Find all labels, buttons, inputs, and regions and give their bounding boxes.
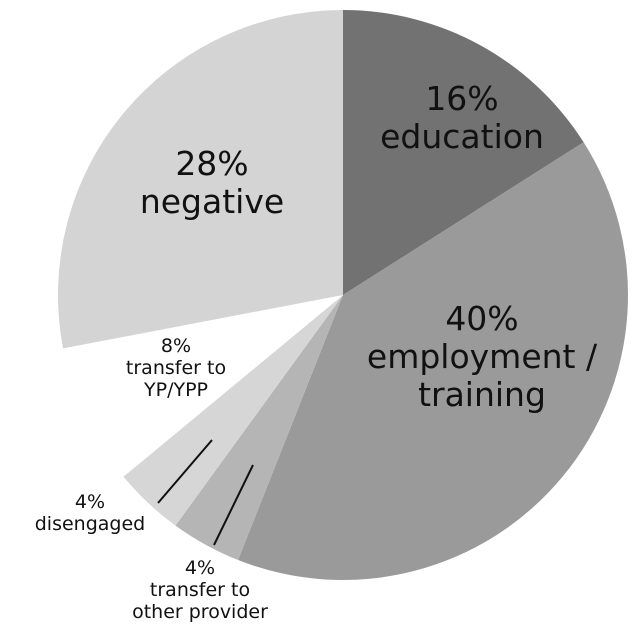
category-label: disengaged — [34, 512, 146, 535]
value-label: 8% — [160, 335, 192, 357]
value-label: 40% — [445, 299, 519, 338]
slice-label: 16% education — [352, 80, 572, 156]
pie-slice — [175, 295, 343, 560]
pie-slice — [57, 10, 343, 349]
category-label: education — [380, 116, 544, 156]
leader-line — [157, 439, 213, 504]
pie-slice — [63, 295, 344, 477]
value-label: 4% — [74, 491, 106, 513]
slices — [57, 10, 629, 580]
value-label: 28% — [175, 144, 249, 183]
slice-label: 4% disengaged — [20, 491, 160, 536]
category-label: employment / training — [366, 336, 598, 414]
slice-label: 28% negative — [112, 145, 312, 221]
leader-line — [213, 464, 254, 546]
pie-slice — [238, 142, 629, 580]
category-label: transfer to YP/YPP — [125, 356, 227, 401]
pie-slice — [343, 10, 584, 295]
value-label: 16% — [425, 79, 499, 118]
category-label: negative — [139, 181, 285, 221]
value-label: 4% — [184, 557, 216, 579]
slice-label: 8% transfer to YP/YPP — [114, 335, 239, 402]
slice-label: 4% transfer to other provider — [125, 557, 275, 624]
category-label: transfer to other provider — [132, 578, 268, 623]
pie-slice — [123, 295, 344, 526]
slice-label: 40% employment / training — [362, 300, 602, 414]
